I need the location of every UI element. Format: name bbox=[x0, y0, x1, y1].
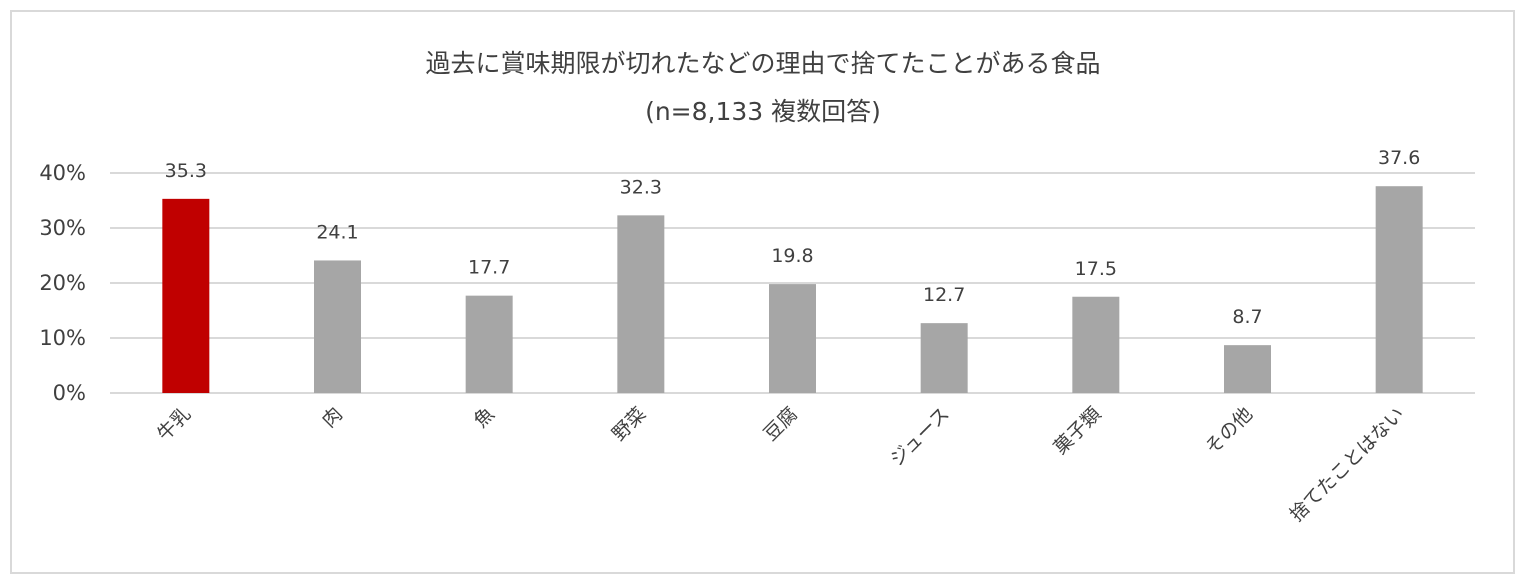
y-axis-ticks: 0% 10% 20% 30% 40% bbox=[39, 161, 86, 405]
data-label: 12.7 bbox=[923, 284, 965, 306]
data-label: 17.7 bbox=[468, 257, 510, 279]
data-label: 35.3 bbox=[165, 160, 207, 182]
data-label: 8.7 bbox=[1232, 306, 1262, 328]
x-tick-label: 捨てたことはない bbox=[1286, 403, 1409, 526]
x-axis-ticks: 牛乳 肉 魚 野菜 豆腐 ジュース 菓子類 その他 捨てたことはない bbox=[153, 403, 1409, 526]
data-label: 19.8 bbox=[771, 245, 813, 267]
x-tick-label: 菓子類 bbox=[1049, 403, 1105, 459]
x-tick-label: ジュース bbox=[886, 403, 954, 471]
bar bbox=[617, 215, 665, 393]
bar bbox=[1072, 296, 1120, 393]
x-tick-label: 野菜 bbox=[608, 403, 650, 445]
bar bbox=[769, 284, 816, 393]
data-label: 24.1 bbox=[316, 221, 358, 243]
data-label: 17.5 bbox=[1075, 258, 1117, 280]
x-tick-label: その他 bbox=[1201, 403, 1257, 459]
bar bbox=[314, 260, 361, 393]
chart-frame bbox=[10, 10, 1515, 574]
y-tick-label: 20% bbox=[39, 271, 86, 295]
bar bbox=[1224, 345, 1271, 393]
bar bbox=[1375, 186, 1423, 393]
chart-subtitle: (n=8,133 複数回答) bbox=[645, 97, 881, 126]
bar bbox=[920, 323, 968, 393]
x-tick-label: 豆腐 bbox=[760, 403, 802, 445]
bars bbox=[162, 186, 1423, 393]
bar bbox=[162, 198, 210, 393]
bar bbox=[465, 295, 513, 393]
x-tick-label: 牛乳 bbox=[153, 403, 195, 445]
y-tick-label: 40% bbox=[39, 161, 86, 185]
chart-title: 過去に賞味期限が切れたなどの理由で捨てたことがある食品 bbox=[425, 49, 1101, 78]
x-tick-label: 魚 bbox=[470, 403, 499, 432]
y-tick-label: 30% bbox=[39, 216, 86, 240]
data-labels: 35.3 24.1 17.7 32.3 19.8 12.7 17.5 8.7 37.6 bbox=[165, 147, 1421, 328]
data-label: 37.6 bbox=[1378, 147, 1420, 169]
data-label: 32.3 bbox=[620, 176, 662, 198]
y-tick-label: 0% bbox=[53, 381, 86, 405]
y-tick-label: 10% bbox=[39, 326, 86, 350]
x-tick-label: 肉 bbox=[318, 403, 347, 432]
